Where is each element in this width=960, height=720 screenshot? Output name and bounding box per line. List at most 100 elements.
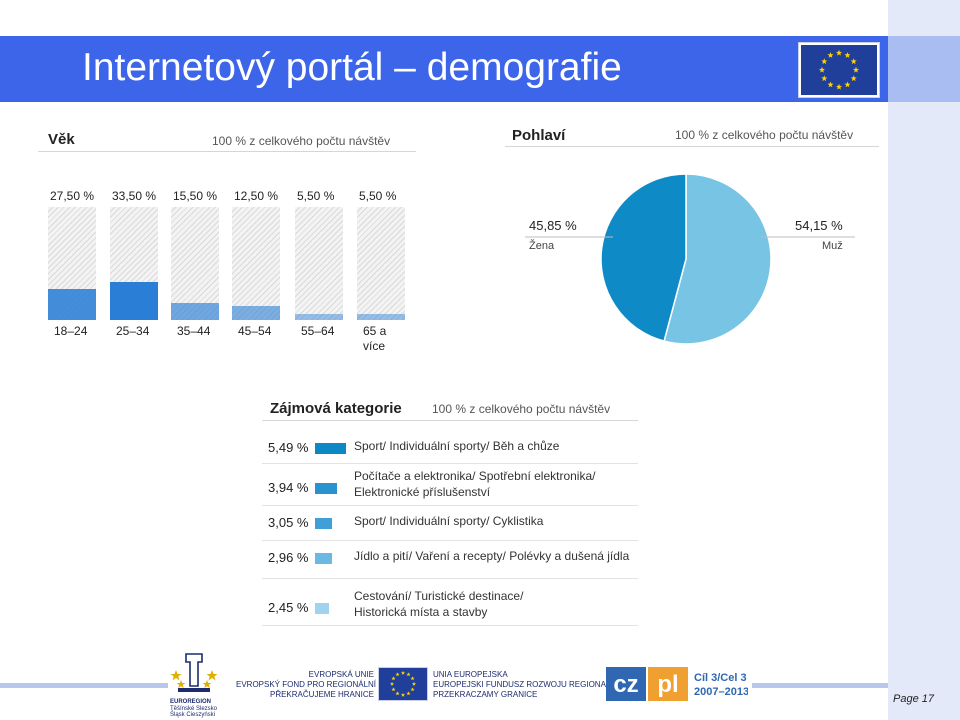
eu-star-icon (827, 52, 834, 58)
age-bar-value-label: 5,50 % (297, 189, 335, 203)
interest-value-label: 2,45 % (268, 600, 309, 615)
interest-row-rule (262, 625, 638, 626)
age-bar-value-label: 15,50 % (173, 189, 218, 203)
footer-rule-left (0, 683, 168, 688)
interest-category-label: Jídlo a pití/ Vaření a recepty/ Polévky … (354, 548, 629, 564)
interest-chart-note: 100 % z celkového počtu návštěv (432, 402, 611, 416)
interest-value-label: 2,96 % (268, 550, 309, 565)
title-bar (0, 36, 888, 102)
footer-eu-flag-icon (378, 667, 428, 701)
interest-category-label-line: Jídlo a pití/ Vaření a recepty/ Polévky … (354, 549, 630, 563)
age-category-label: 45–54 (238, 324, 272, 338)
cz-fund-text: EVROPSKÁ UNIE EVROPSKÝ FOND PRO REGIONÁL… (236, 670, 411, 700)
age-chart-rule (38, 151, 416, 152)
interest-category-label-line: Cestování/ Turistické destinace/ (354, 589, 524, 603)
age-bar-value-label: 5,50 % (359, 189, 397, 203)
eu-star-icon (844, 52, 851, 58)
interest-category-label: Sport/ Individuální sporty/ Cyklistika (354, 513, 543, 529)
age-bar-value-label: 12,50 % (234, 189, 279, 203)
pie-label-zena: Žena (529, 240, 555, 252)
pl-fund-line-3: PRZEKRACZAMY GRANICE (433, 690, 538, 699)
pl-fund-line-2: EUROPEJSKI FUNDUSZ ROZWOJU REGIONALNEGO (433, 680, 634, 689)
cz-fund-line-1: EVROPSKÁ UNIE (308, 670, 374, 679)
age-bar-track (295, 207, 343, 320)
interest-category-label: Počítače a elektronika/ Spotřební elektr… (354, 468, 595, 500)
page-number: Page 17 (893, 693, 934, 705)
age-category-label: 25–34 (116, 324, 150, 338)
czpl-pl: pl (657, 671, 678, 698)
eu-star-icon (400, 670, 406, 675)
interest-bar (315, 603, 329, 614)
eu-star-icon (410, 687, 415, 692)
interest-category-label-line: Počítače a elektronika/ Spotřební elektr… (354, 469, 596, 483)
euroregion-logo-icon (170, 653, 218, 692)
interest-category-label-line: Sport/ Individuální sporty/ Běh a chůze (354, 439, 560, 453)
interest-value-label: 5,49 % (268, 440, 309, 455)
age-bar-track (171, 207, 219, 320)
side-strip (888, 0, 960, 720)
eu-star-icon (395, 672, 400, 677)
interest-category-label: Cestování/ Turistické destinace/Historic… (354, 588, 523, 620)
euroregion-name: EUROREGION (170, 699, 212, 705)
pie-label-muz-value: 54,15 % (795, 218, 843, 233)
age-bar (357, 313, 405, 320)
czpl-cz: cz (613, 671, 638, 698)
interest-row-rule (262, 578, 638, 579)
eu-star-icon (835, 49, 843, 56)
gender-chart-title: Pohlaví (512, 127, 566, 144)
interest-value-label: 3,05 % (268, 515, 309, 530)
eu-star-icon (852, 66, 860, 73)
eu-star-icon (406, 672, 411, 677)
eu-star-icon (850, 75, 857, 82)
pie-slice-muz (663, 173, 772, 345)
cz-fund-line-2: EVROPSKÝ FOND PRO REGIONÁLNÍ ROZVOJ (236, 680, 411, 689)
footer-rule-right (752, 683, 888, 688)
age-category-label: 65 a více (363, 324, 387, 353)
interest-category-label: Sport/ Individuální sporty/ Běh a chůze (354, 438, 559, 454)
pl-fund-text: UNIA EUROPEJSKA EUROPEJSKI FUNDUSZ ROZWO… (433, 670, 634, 700)
eu-flag-icon (798, 42, 880, 98)
title-bar-accent (888, 36, 960, 102)
age-bar-track (357, 207, 405, 320)
interest-chart-rule (262, 420, 638, 421)
age-bar-track (110, 207, 158, 320)
pie-label-zena-value: 45,85 % (529, 218, 577, 233)
interest-row-rule (262, 505, 638, 506)
age-category-label: 55–64 (301, 324, 335, 338)
eu-star-icon (400, 692, 406, 697)
interest-value-label: 3,94 % (268, 480, 309, 495)
pl-fund-line-1: UNIA EUROPEJSKA (433, 670, 508, 679)
eu-star-icon (850, 58, 857, 65)
eu-star-icon (395, 691, 400, 696)
age-bar (232, 305, 280, 320)
gender-chart-note: 100 % z celkového počtu návštěv (675, 128, 854, 142)
interest-bar (315, 443, 346, 454)
cz-fund-line-3: PŘEKRAČUJEME HRANICE (269, 690, 374, 699)
euroregion-sub2: Śląsk Cieszyński (170, 712, 216, 718)
pie-slice-zena (600, 173, 687, 343)
interest-bar (315, 483, 338, 494)
eu-star-icon (391, 676, 396, 681)
interest-row-rule (262, 463, 638, 464)
czpl-goal-line1: Cíl 3/Cel 3 (694, 672, 747, 684)
eu-star-icon (821, 58, 828, 65)
pie-label-muz: Muž (822, 240, 843, 252)
age-bar (48, 288, 96, 320)
age-bar (110, 282, 158, 320)
interest-category-label-line: Elektronické příslušenství (354, 485, 491, 499)
age-chart-note: 100 % z celkového počtu návštěv (212, 134, 391, 148)
age-bar-track (48, 207, 96, 320)
eu-star-icon (410, 676, 415, 681)
age-bar-value-label: 33,50 % (112, 189, 157, 203)
eu-star-icon (844, 81, 851, 88)
age-bar-value-label: 27,50 % (50, 189, 95, 203)
age-category-label: 35–44 (177, 324, 211, 338)
age-category-label: 18–24 (54, 324, 88, 338)
eu-star-icon (835, 83, 843, 90)
eu-star-icon (406, 691, 411, 696)
eu-star-icon (827, 81, 834, 88)
gender-pie-chart (525, 173, 855, 345)
eu-star-icon (821, 75, 828, 82)
slide-title: Internetový portál – demografie (82, 46, 622, 89)
eu-star-icon (389, 681, 395, 686)
